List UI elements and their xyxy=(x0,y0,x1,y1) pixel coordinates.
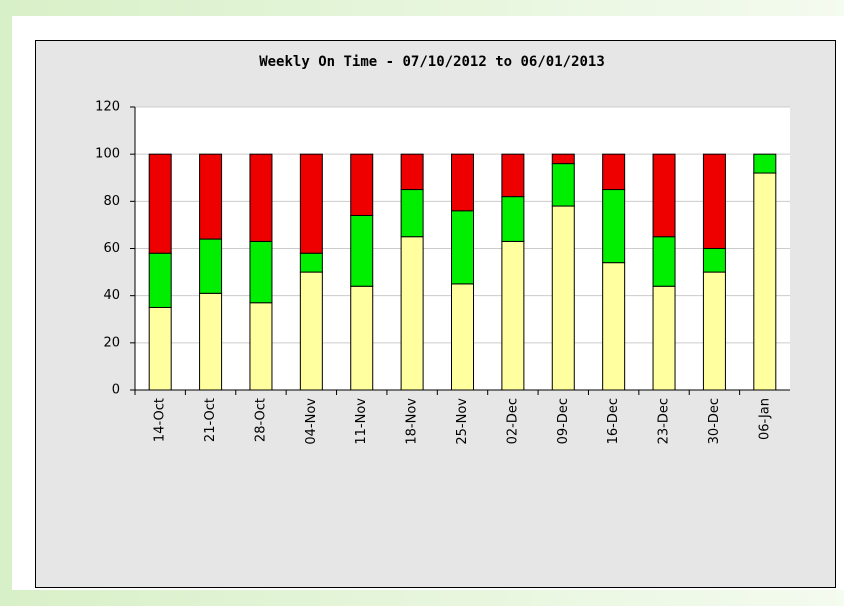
y-tick-label: 120 xyxy=(95,100,120,115)
x-tick-label: 18-Nov xyxy=(405,398,420,445)
x-tick-label: 28-Oct xyxy=(253,398,268,442)
y-tick-label: 20 xyxy=(103,335,120,350)
bar-segment xyxy=(249,240,273,304)
bar-segment xyxy=(199,153,223,240)
x-tick-label: 02-Dec xyxy=(505,398,520,444)
bar-segment xyxy=(702,153,726,250)
bar-segment xyxy=(350,285,374,391)
y-tick-label: 0 xyxy=(112,383,120,398)
bar-segment xyxy=(249,153,273,242)
left-band xyxy=(0,0,12,606)
bar-segment xyxy=(501,240,525,391)
bar-segment xyxy=(350,214,374,287)
chart-title: Weekly On Time - 07/10/2012 to 06/01/201… xyxy=(259,54,605,70)
bottom-band xyxy=(0,590,844,606)
bar-segment xyxy=(602,262,626,391)
bar-segment xyxy=(451,283,474,391)
bar-segment xyxy=(199,238,223,294)
x-tick-label: 23-Dec xyxy=(657,398,672,444)
x-tick-label: 09-Dec xyxy=(556,398,571,444)
y-tick-label: 100 xyxy=(95,147,120,162)
bar-segment xyxy=(350,153,374,216)
bar-segment xyxy=(551,205,575,391)
x-tick-label: 16-Dec xyxy=(606,398,621,444)
bar-segment xyxy=(501,153,525,198)
x-tick-label: 14-Oct xyxy=(153,398,168,442)
x-tick-label: 30-Dec xyxy=(707,398,722,444)
bar-segment xyxy=(602,189,626,264)
x-tick-label: 21-Oct xyxy=(203,398,218,442)
bar-segment xyxy=(652,285,676,391)
bar-segment xyxy=(702,271,726,391)
x-tick-label: 25-Nov xyxy=(455,398,470,445)
bar-segment xyxy=(400,153,424,191)
bar-segment xyxy=(299,271,323,391)
bar-segment xyxy=(652,153,676,238)
bar-segment xyxy=(652,236,676,287)
top-band xyxy=(0,0,844,16)
y-tick-label: 80 xyxy=(103,194,120,209)
x-tick-label: 04-Nov xyxy=(304,398,319,445)
bar-segment xyxy=(702,248,726,273)
bar-segment xyxy=(753,153,777,174)
bar-segment xyxy=(501,196,525,242)
bar-segment xyxy=(299,252,323,273)
bar-segment xyxy=(148,153,172,254)
bar-segment xyxy=(551,153,575,165)
bar-segment xyxy=(199,292,223,391)
x-tick-label: 11-Nov xyxy=(354,398,369,445)
bar-segment xyxy=(400,189,424,238)
bar-segment xyxy=(299,153,323,254)
bar-segment xyxy=(451,210,474,285)
bar-segment xyxy=(602,153,626,191)
bar-segment xyxy=(551,163,575,207)
bar-segment xyxy=(400,236,424,391)
bar-segment xyxy=(753,172,777,391)
x-tick-label: 06-Jan xyxy=(757,398,772,440)
y-tick-label: 60 xyxy=(103,241,120,256)
bar-segment xyxy=(148,252,172,308)
y-tick-label: 40 xyxy=(103,288,120,303)
bar-segment xyxy=(249,302,273,391)
bar-segment xyxy=(148,306,172,391)
bar-segment xyxy=(451,153,474,212)
